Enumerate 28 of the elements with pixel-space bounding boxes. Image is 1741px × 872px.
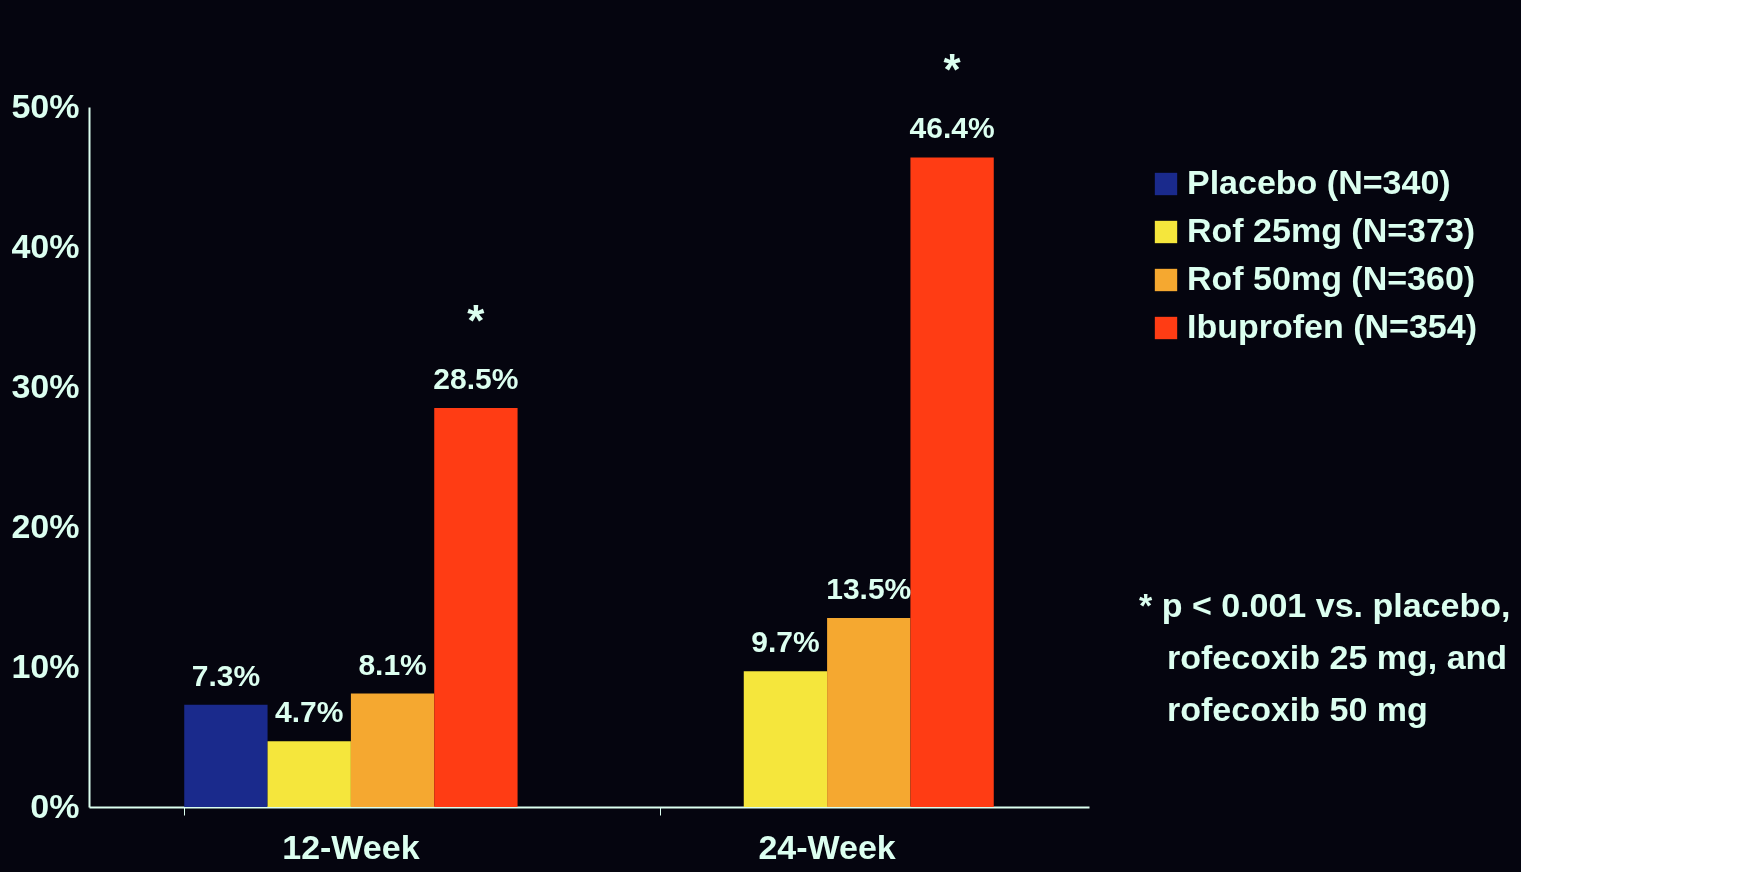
y-tick-label: 20% [11, 506, 80, 545]
text: * p < 0.001 vs. placebo, rofecoxib 25 mg, and rofecoxib 50 mg [1139, 586, 1511, 728]
bar [827, 618, 911, 807]
legend-label: Rof 50mg (N=360) [1187, 259, 1476, 297]
data-label: 28.5% [433, 362, 519, 395]
annotation: * [467, 296, 486, 345]
data-label: 7.3% [191, 658, 261, 692]
data-label: 4.7% [275, 695, 344, 729]
text: * [943, 45, 962, 95]
y-tick-label: 30% [11, 366, 80, 405]
bar [350, 693, 435, 807]
x-tick-label: 24-Week [758, 827, 896, 866]
data-label: 46.4% [909, 111, 995, 145]
x-tick-label: 12-Week [282, 827, 420, 866]
bar [910, 157, 994, 807]
y-tick-label: 0% [30, 786, 80, 825]
legend-label: Placebo (N=340) [1187, 163, 1451, 201]
bar [184, 704, 268, 807]
bar [267, 741, 351, 807]
y-tick-label: 50% [11, 86, 80, 125]
bar [434, 408, 518, 807]
y-tick-label: 40% [11, 226, 80, 265]
legend-label: Rof 25mg (N=373) [1187, 211, 1476, 249]
legend-label: Ibuprofen (N=354) [1187, 307, 1477, 345]
y-tick-label: 10% [11, 646, 80, 685]
data-label: 8.1% [358, 647, 427, 681]
bar [743, 671, 828, 807]
data-label: 9.7% [751, 625, 820, 659]
